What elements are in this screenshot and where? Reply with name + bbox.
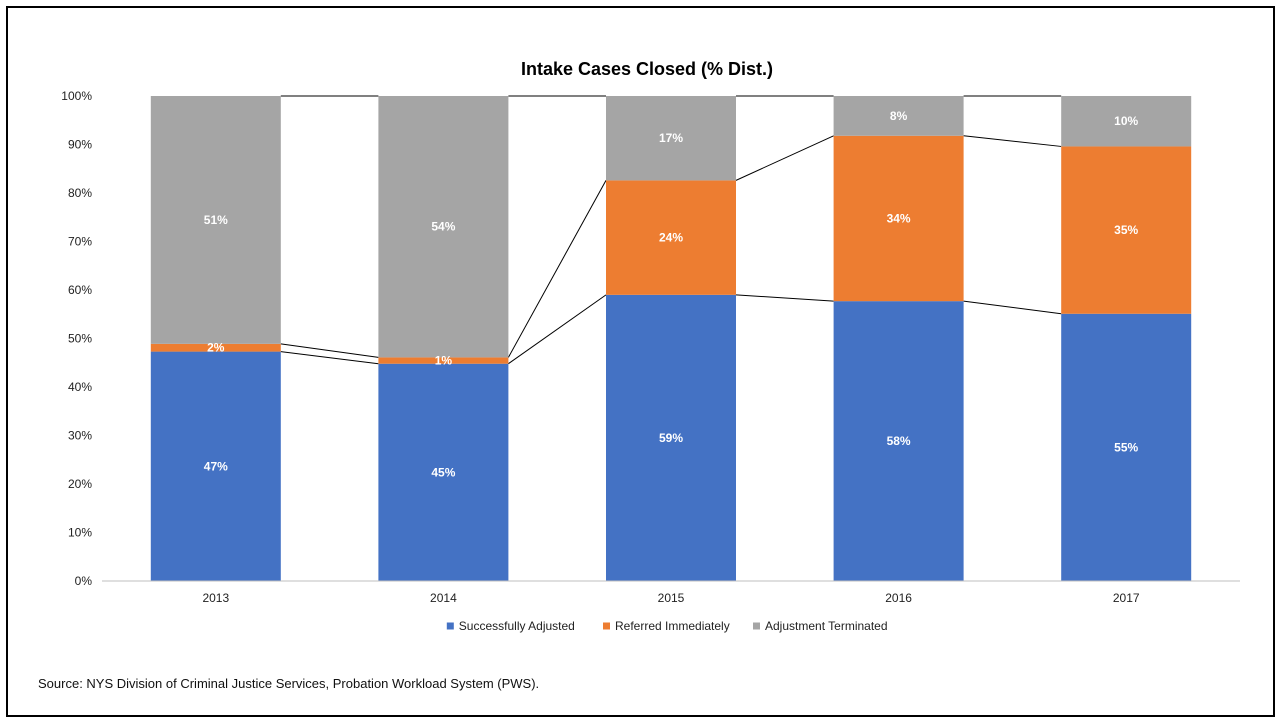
series-line: [963, 300, 1062, 315]
bars: 47% 2% 51% 45% 1% 54% 59% 24% 17% 58% 34% 8% 55% 35% 1…: [150, 96, 1192, 581]
y-tick-label: 90%: [68, 138, 92, 152]
source-note: Source: NYS Division of Criminal Justice…: [38, 676, 540, 691]
x-tick-label: 2016: [885, 591, 912, 605]
series-line: [735, 294, 834, 302]
legend-swatch: [753, 622, 760, 630]
bar-segment: [1061, 146, 1192, 314]
y-tick-label: 80%: [68, 186, 92, 200]
data-label: 35%: [1114, 223, 1138, 237]
bar-segment: [606, 96, 736, 181]
bar-segment: [378, 96, 509, 358]
x-tick-label: 2014: [430, 591, 457, 605]
data-label: 24%: [659, 231, 683, 245]
y-tick-label: 50%: [68, 332, 92, 346]
bar-segment: [1061, 96, 1192, 147]
data-label: 1%: [435, 354, 453, 368]
bar-segment: [1061, 313, 1192, 581]
legend-label: Referred Immediately: [615, 619, 730, 633]
bar-segment: [378, 363, 509, 581]
data-label: 2%: [207, 341, 225, 355]
series-line: [507, 180, 607, 358]
y-axis: 0% 10% 20% 30% 40% 50% 60% 70% 80% 90% 100%: [61, 89, 92, 588]
x-tick-label: 2015: [658, 591, 685, 605]
bar-segment: [606, 294, 736, 581]
series-line: [963, 135, 1062, 147]
y-tick-label: 30%: [68, 429, 92, 443]
bar-segment: [378, 357, 509, 364]
series-line: [280, 343, 379, 358]
data-label: 51%: [204, 213, 228, 227]
y-tick-label: 0%: [75, 574, 93, 588]
y-tick-label: 20%: [68, 477, 92, 491]
y-tick-label: 10%: [68, 526, 92, 540]
data-label: 55%: [1114, 440, 1138, 454]
bar-segment: [833, 96, 964, 136]
series-lines: [280, 95, 1062, 365]
y-tick-label: 40%: [68, 380, 92, 394]
legend-swatch: [603, 622, 610, 630]
bar-segment: [833, 301, 964, 581]
bar-segment: [150, 96, 281, 344]
legend-label: Adjustment Terminated: [765, 619, 888, 633]
x-tick-label: 2017: [1113, 591, 1140, 605]
bar-segment: [833, 135, 964, 302]
x-axis: 2013 2014 2015 2016 2017: [102, 580, 1240, 605]
data-label: 10%: [1114, 114, 1138, 128]
legend: Successfully Adjusted Referred Immediatel…: [446, 619, 888, 633]
data-label: 8%: [890, 109, 908, 123]
series-line: [508, 294, 607, 365]
legend-swatch: [446, 622, 454, 630]
bar-segment: [606, 180, 736, 295]
data-label: 17%: [659, 131, 683, 145]
data-label: 58%: [887, 434, 911, 448]
bar-segment: [150, 351, 281, 581]
data-label: 59%: [659, 431, 683, 445]
data-label: 54%: [431, 220, 455, 234]
legend-label: Successfully Adjusted: [459, 619, 575, 633]
y-tick-label: 60%: [68, 283, 92, 297]
y-tick-label: 70%: [68, 235, 92, 249]
chart-title: Intake Cases Closed (% Dist.): [521, 59, 773, 79]
x-tick-label: 2013: [202, 591, 229, 605]
series-line: [735, 135, 834, 181]
data-label: 45%: [431, 465, 455, 479]
y-tick-label: 100%: [61, 89, 92, 103]
bar-segment: [150, 343, 281, 352]
data-label: 47%: [204, 459, 228, 473]
data-label: 34%: [887, 211, 911, 225]
series-line: [280, 351, 379, 365]
